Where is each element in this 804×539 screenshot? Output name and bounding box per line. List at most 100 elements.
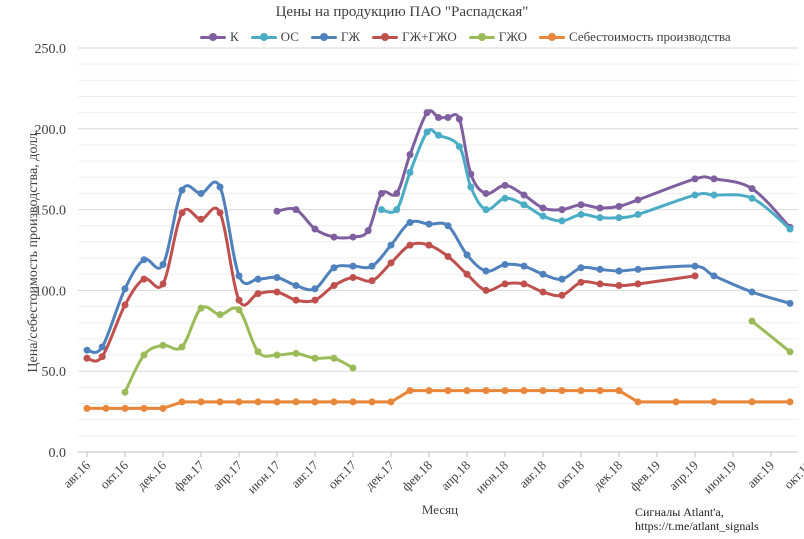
credit-text: Сигналы Atlant'a,: [635, 505, 724, 519]
series-5-point: [463, 387, 471, 395]
series-2-point: [216, 183, 224, 191]
series-5-line: [85, 389, 792, 410]
series-0-point: [634, 196, 642, 204]
y-tick-label: 200.0: [35, 123, 67, 138]
series-5-point: [577, 387, 585, 395]
credit-link[interactable]: https://t.me/atlant_signals: [635, 519, 759, 533]
series-4-point: [216, 311, 224, 319]
series-1-point: [482, 206, 490, 214]
series-1-point: [406, 168, 414, 176]
series-2-point: [425, 220, 433, 228]
series-2-point: [558, 275, 566, 283]
series-3-point: [691, 272, 699, 280]
series-4-line: [123, 305, 355, 394]
series-5-point: [349, 398, 357, 406]
series-3-point: [596, 280, 604, 288]
series-2-point: [349, 262, 357, 270]
x-tick-label: окт.18: [553, 458, 587, 492]
series-2-point: [710, 272, 718, 280]
series-3-point: [558, 291, 566, 299]
series-2-point: [83, 346, 91, 354]
legend-item-k: К: [200, 29, 239, 45]
series-2-point: [330, 264, 338, 272]
series-0-point: [596, 204, 604, 212]
series-5-point: [273, 398, 281, 406]
x-tick-label: фев.18: [399, 458, 435, 494]
series-4-point: [140, 351, 148, 359]
y-tick-label: 0.0: [49, 446, 67, 461]
x-tick-label: окт.16: [97, 457, 132, 492]
series-5-point: [292, 398, 300, 406]
series-2-point: [444, 222, 452, 230]
series-3-point: [311, 296, 319, 304]
series-5-point: [539, 387, 547, 395]
x-tick-label: дек.16: [134, 457, 170, 493]
series-5-point: [311, 398, 319, 406]
series-4-point: [159, 341, 167, 349]
legend-label: К: [230, 29, 239, 44]
x-tick-label: фев.19: [627, 458, 663, 494]
series-2-point: [539, 270, 547, 278]
series-0-point: [406, 151, 414, 159]
series-3-point: [539, 288, 547, 296]
series-3-point: [330, 282, 338, 290]
series-0-point: [273, 207, 281, 215]
legend-label: Себестоимость производства: [569, 29, 731, 44]
series-3-point: [235, 296, 243, 304]
series-1-point: [577, 210, 585, 218]
series-3-point: [482, 286, 490, 294]
series-3-point: [216, 209, 224, 217]
series-4-point: [748, 317, 756, 325]
series-2-point: [159, 261, 167, 269]
series-4-point: [273, 351, 281, 359]
chart-legend: К ОС ГЖ ГЖ+ГЖО ГЖО Себестоимость произво…: [200, 29, 731, 45]
series-3-point: [425, 241, 433, 249]
series-3-point: [98, 353, 106, 361]
series-5-point: [235, 398, 243, 406]
x-tick-label: апр.18: [438, 458, 474, 494]
series-0-point: [691, 175, 699, 183]
series-2-point: [786, 299, 794, 307]
series-5-point: [121, 404, 129, 412]
series-3-point: [368, 277, 376, 285]
series-0-point: [330, 233, 338, 241]
series-5-point: [558, 387, 566, 395]
series-2-point: [691, 262, 699, 270]
legend-swatch-icon: [539, 30, 566, 44]
series-1-line: [380, 128, 792, 231]
series-2-point: [387, 241, 395, 249]
legend-label: ГЖ+ГЖО: [402, 29, 457, 44]
series-0-point: [435, 113, 442, 121]
series-4-point: [254, 348, 262, 356]
series-1-point: [786, 225, 794, 233]
series-3-point: [292, 296, 300, 304]
series-3-point: [577, 278, 585, 286]
series-0-point: [558, 206, 566, 214]
series-0-point: [539, 204, 547, 212]
legend-swatch-icon: [372, 30, 399, 44]
series-5-point: [615, 387, 623, 395]
x-tick-label: апр.19: [666, 458, 702, 494]
series-2-point: [121, 285, 129, 293]
series-2-point: [520, 262, 528, 270]
series-5-point: [159, 404, 167, 412]
series-1-point: [423, 128, 431, 136]
series-2-point: [596, 265, 604, 273]
series-4-point: [330, 354, 338, 362]
series-4-line: [750, 319, 792, 354]
series-3-point: [121, 301, 129, 309]
series-2-point: [197, 189, 205, 197]
series-5-point: [710, 398, 718, 406]
series-3-point: [178, 209, 186, 217]
series-3-point: [463, 270, 471, 278]
series-0-point: [292, 206, 300, 214]
series-0-point: [748, 185, 756, 193]
series-2-point: [634, 265, 642, 273]
legend-item-gzho: ГЖО: [468, 29, 527, 45]
series-4-point: [786, 348, 794, 356]
series-3-point: [159, 280, 167, 288]
series-5-point: [634, 398, 642, 406]
x-tick-label: апр.17: [210, 457, 246, 493]
series-4-point: [121, 388, 129, 396]
